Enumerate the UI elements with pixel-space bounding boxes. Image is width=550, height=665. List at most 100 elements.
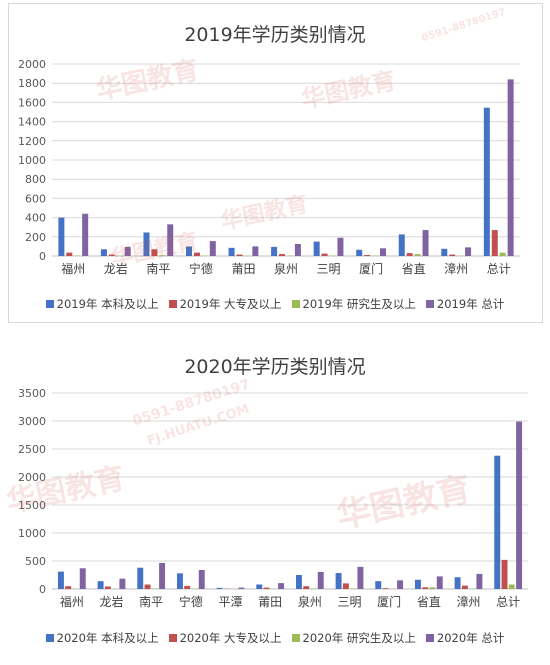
bar <box>66 252 73 256</box>
legend-label: 2019年 本科及以上 <box>56 297 159 311</box>
y-tick-label: 1000 <box>18 527 46 540</box>
bar <box>143 232 150 256</box>
y-tick-label: 200 <box>25 231 46 244</box>
bar <box>436 576 443 589</box>
bar <box>321 253 328 256</box>
y-tick-label: 3500 <box>18 387 46 400</box>
x-category-label: 平潭 <box>218 595 242 609</box>
legend-label: 2020年 本科及以上 <box>56 631 159 645</box>
bar <box>79 568 86 589</box>
y-tick-label: 2000 <box>18 58 46 71</box>
bar <box>176 573 183 589</box>
y-tick-label: 1500 <box>18 499 46 512</box>
bar <box>406 253 413 256</box>
bar <box>508 584 515 589</box>
bar <box>151 588 158 589</box>
bar <box>476 573 483 589</box>
legend-swatch <box>291 634 300 642</box>
x-category-label: 泉州 <box>298 595 322 609</box>
bar <box>357 566 364 589</box>
legend-item: 2020年 研究生及以上 <box>291 630 416 646</box>
bar <box>429 587 436 589</box>
y-tick-label: 2000 <box>18 471 46 484</box>
bar <box>461 585 468 589</box>
legend-label: 2019年 大专及以上 <box>179 297 282 311</box>
chart-title: 2020年学历类别情况 <box>184 356 366 378</box>
bar <box>422 587 429 589</box>
y-tick-label: 2500 <box>18 443 46 456</box>
x-category-label: 福州 <box>61 261 85 276</box>
legend-item: 2019年 本科及以上 <box>45 296 159 312</box>
x-category-label: 漳州 <box>444 261 468 276</box>
legend-swatch <box>425 634 434 642</box>
bar <box>97 581 104 589</box>
legend-item: 2019年 大专及以上 <box>168 296 282 312</box>
legend-swatch <box>45 300 54 308</box>
bar <box>167 224 174 256</box>
legend-swatch <box>168 300 177 308</box>
bar <box>137 567 144 589</box>
bar <box>295 575 302 589</box>
x-category-label: 厦门 <box>359 261 383 276</box>
legend-label: 2020年 研究生及以上 <box>302 631 416 645</box>
legend-item: 2020年 大专及以上 <box>168 630 282 646</box>
bar <box>449 254 456 256</box>
bar <box>228 247 235 256</box>
legend-item: 2020年 总计 <box>425 630 505 646</box>
legend-item: 2019年 总计 <box>425 296 504 312</box>
legend-item: 2019年 研究生及以上 <box>291 296 416 312</box>
bar <box>516 421 523 589</box>
bar <box>236 254 243 256</box>
x-category-label: 厦门 <box>377 594 401 609</box>
bar <box>278 583 285 589</box>
bar <box>507 79 514 256</box>
bar <box>119 578 126 589</box>
bar <box>454 577 461 589</box>
legend-swatch <box>291 300 300 308</box>
y-tick-label: 400 <box>25 212 46 225</box>
x-category-label: 莆田 <box>258 595 282 609</box>
x-category-label: 总计 <box>487 262 511 276</box>
bar <box>100 249 107 256</box>
bar <box>263 587 270 589</box>
x-category-label: 宁德 <box>189 261 213 276</box>
chart-plot-2019: 0 200 400 600 800 1000 1200 1400 1600 1800 2000 福州 龙… <box>18 58 520 276</box>
bar <box>382 588 389 589</box>
y-tick-label: 1400 <box>18 116 46 129</box>
y-tick-label: 0 <box>39 250 46 263</box>
bar <box>184 585 191 589</box>
bar <box>186 246 193 256</box>
x-category-label: 莆田 <box>231 262 255 276</box>
bar <box>491 230 498 256</box>
bar <box>379 248 386 256</box>
chart-legend: 2019年 本科及以上 2019年 大专及以上 2019年 研究生及以上 2019年 … <box>0 296 550 312</box>
bar <box>310 588 317 589</box>
bar <box>494 455 501 589</box>
x-category-label: 南平 <box>139 594 163 609</box>
bar <box>193 252 200 256</box>
bar <box>342 583 349 589</box>
legend-swatch <box>425 300 434 308</box>
y-tick-label: 600 <box>25 192 46 205</box>
bar <box>337 237 344 256</box>
y-tick-label: 1800 <box>18 77 46 90</box>
legend-label: 2019年 研究生及以上 <box>302 297 416 311</box>
chart-legend: 2020年 本科及以上 2020年 大专及以上 2020年 研究生及以上 2020年 … <box>0 630 550 646</box>
legend-swatch <box>45 634 54 642</box>
bar <box>350 588 357 589</box>
x-category-label: 漳州 <box>456 594 480 609</box>
x-category-label: 三明 <box>337 595 361 609</box>
bar <box>159 255 166 256</box>
x-category-label: 龙岩 <box>104 261 128 276</box>
bar <box>441 248 448 256</box>
x-category-label: 省直 <box>402 262 426 276</box>
bar <box>375 581 382 589</box>
x-category-label: 泉州 <box>274 262 298 276</box>
bar <box>58 217 65 256</box>
legend-label: 2020年 总计 <box>436 631 505 645</box>
bar <box>57 571 64 589</box>
bar <box>398 234 405 256</box>
bar <box>364 255 371 256</box>
bar <box>216 587 223 589</box>
bar <box>279 254 286 256</box>
